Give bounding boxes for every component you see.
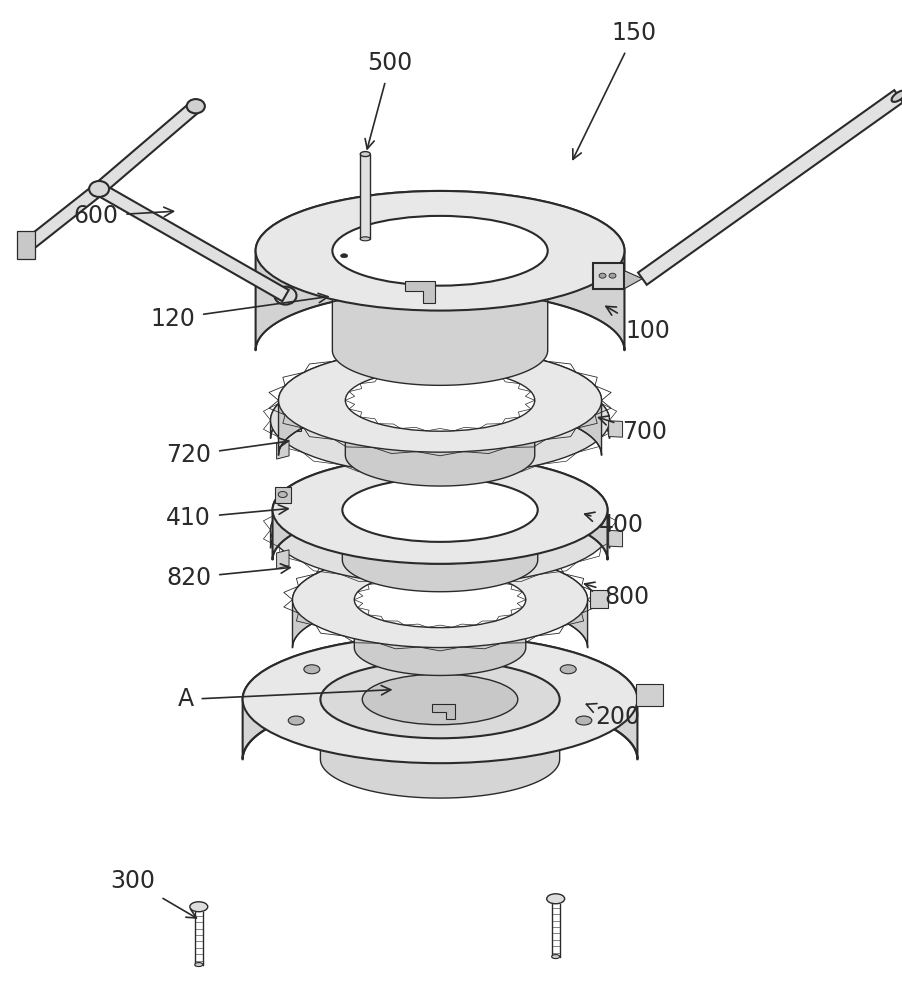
Polygon shape [431, 704, 455, 719]
Ellipse shape [362, 674, 517, 725]
Ellipse shape [575, 716, 591, 725]
Ellipse shape [332, 216, 548, 286]
Polygon shape [96, 183, 289, 301]
Text: A: A [178, 685, 391, 711]
Ellipse shape [187, 99, 205, 113]
Polygon shape [276, 550, 289, 569]
Text: 300: 300 [110, 869, 196, 918]
Ellipse shape [608, 273, 615, 278]
Ellipse shape [292, 552, 587, 648]
Polygon shape [332, 251, 548, 385]
Ellipse shape [546, 894, 564, 904]
Ellipse shape [195, 963, 203, 967]
Ellipse shape [271, 365, 609, 475]
Polygon shape [271, 475, 609, 548]
Ellipse shape [340, 254, 347, 258]
Ellipse shape [288, 716, 304, 725]
Ellipse shape [890, 91, 902, 102]
Ellipse shape [278, 492, 287, 497]
Polygon shape [281, 415, 301, 431]
Ellipse shape [551, 955, 559, 959]
Text: 820: 820 [166, 564, 290, 590]
Ellipse shape [274, 287, 296, 305]
Polygon shape [354, 600, 525, 675]
Polygon shape [272, 456, 607, 560]
Polygon shape [17, 231, 35, 259]
Polygon shape [608, 530, 621, 547]
Polygon shape [276, 440, 289, 459]
Text: 120: 120 [151, 293, 327, 331]
Polygon shape [592, 263, 624, 289]
Ellipse shape [360, 152, 370, 157]
Ellipse shape [189, 902, 207, 912]
Ellipse shape [345, 369, 534, 431]
Text: 400: 400 [584, 512, 643, 537]
Polygon shape [255, 191, 624, 350]
Ellipse shape [278, 348, 601, 452]
Ellipse shape [598, 273, 605, 278]
Polygon shape [243, 636, 637, 759]
Ellipse shape [320, 661, 559, 738]
Text: 200: 200 [585, 704, 640, 729]
Polygon shape [278, 348, 601, 455]
Ellipse shape [304, 665, 319, 674]
Polygon shape [405, 281, 435, 303]
Polygon shape [274, 487, 290, 503]
Ellipse shape [255, 191, 624, 311]
Polygon shape [342, 510, 537, 592]
Text: 150: 150 [572, 21, 657, 159]
Polygon shape [589, 590, 607, 608]
Text: 100: 100 [605, 306, 669, 343]
Polygon shape [345, 400, 534, 486]
Ellipse shape [271, 475, 609, 585]
Ellipse shape [559, 665, 575, 674]
Text: 720: 720 [166, 438, 288, 467]
Polygon shape [635, 684, 662, 706]
Text: 410: 410 [166, 505, 288, 530]
Text: 600: 600 [74, 204, 173, 228]
Text: 500: 500 [364, 51, 412, 149]
Polygon shape [292, 552, 587, 648]
Text: 800: 800 [584, 582, 649, 609]
Ellipse shape [89, 181, 109, 197]
Polygon shape [320, 699, 559, 798]
Polygon shape [360, 154, 370, 239]
Polygon shape [271, 365, 609, 438]
Ellipse shape [243, 636, 637, 763]
Polygon shape [608, 421, 621, 437]
Ellipse shape [360, 237, 370, 241]
Polygon shape [624, 271, 641, 289]
Polygon shape [638, 90, 902, 285]
Ellipse shape [335, 386, 545, 454]
Ellipse shape [342, 478, 537, 542]
Polygon shape [95, 101, 199, 194]
Ellipse shape [354, 572, 525, 628]
Polygon shape [19, 184, 103, 254]
Ellipse shape [335, 496, 545, 564]
Ellipse shape [272, 456, 607, 564]
Text: 700: 700 [598, 416, 667, 444]
